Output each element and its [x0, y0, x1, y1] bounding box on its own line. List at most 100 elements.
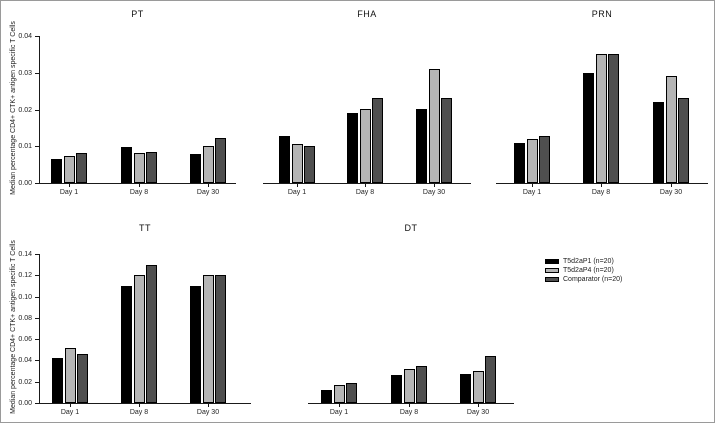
legend-item-t5d2ap1: T5d2aP1 (n=20): [545, 257, 622, 266]
bar-prn-day8-s1: [595, 54, 607, 183]
x-axis-tick: [365, 184, 366, 187]
y-axis-tick: [35, 36, 39, 37]
y-axis-line: [39, 36, 40, 184]
bar-fha-day1-s2: [304, 146, 315, 183]
y-axis-tick-label: 0.01: [18, 143, 32, 151]
bar-tt-day8-s1: [133, 275, 145, 403]
bar-pt-day30-s0: [190, 154, 201, 183]
x-axis-line: [308, 403, 514, 404]
y-axis-tick: [35, 360, 39, 362]
bar-tt-day8-s0: [121, 286, 132, 403]
x-axis-line: [39, 403, 251, 404]
legend-item-comparator: Comparator (n=20): [545, 275, 622, 284]
panel-title-fha: FHA: [357, 9, 377, 19]
x-axis-tick: [339, 404, 340, 407]
x-axis-tick-label: Day 30: [196, 409, 220, 416]
y-axis-tick: [35, 381, 39, 383]
legend: T5d2aP1 (n=20) T5d2aP4 (n=20) Comparator…: [545, 257, 622, 284]
bar-fha-day1-s1: [291, 144, 303, 183]
x-axis-tick: [70, 404, 71, 407]
bar-tt-day1-s0: [52, 358, 63, 403]
dark-gray-swatch-icon: [545, 277, 559, 282]
y-axis-tick: [35, 339, 39, 341]
bar-prn-day1-s1: [526, 139, 538, 183]
y-axis-tick: [35, 275, 39, 277]
x-axis-line: [263, 183, 471, 184]
y-axis-tick: [35, 317, 39, 319]
light-gray-swatch-icon: [545, 268, 559, 273]
bar-dt-day8-s2: [416, 366, 427, 403]
y-axis-tick-label: 0.06: [18, 336, 32, 344]
bar-dt-day30-s1: [472, 371, 484, 403]
x-axis-tick: [671, 184, 672, 187]
x-axis-tick-label: Day 30: [466, 409, 490, 416]
y-axis-tick-label: 0.12: [18, 272, 32, 280]
bar-pt-day8-s1: [133, 153, 145, 183]
bar-dt-day1-s1: [333, 385, 345, 403]
bar-prn-day30-s2: [678, 98, 689, 183]
bar-tt-day1-s1: [64, 348, 76, 403]
x-axis-tick: [208, 404, 209, 407]
y-axis-tick-label: 0.02: [18, 378, 32, 386]
bar-pt-day8-s2: [146, 152, 157, 183]
black-swatch-icon: [545, 259, 559, 264]
y-axis-tick: [35, 254, 39, 255]
bar-pt-day1-s2: [76, 153, 87, 183]
bar-prn-day30-s0: [653, 102, 664, 183]
bar-pt-day30-s1: [202, 146, 214, 183]
bar-fha-day8-s1: [359, 109, 371, 183]
bar-dt-day8-s0: [391, 375, 402, 403]
bar-dt-day1-s0: [321, 390, 332, 403]
y-axis-title: Median percentage CD4+ CTK+ antigen spec…: [10, 240, 17, 414]
y-axis-tick: [35, 146, 39, 148]
y-axis-tick-label: 0.08: [18, 314, 32, 322]
panel-title-pt: PT: [131, 9, 144, 19]
y-axis-tick-label: 0.04: [18, 357, 32, 365]
bar-dt-day1-s2: [346, 383, 357, 403]
x-axis-tick-label: Day 1: [60, 409, 80, 416]
bar-dt-day8-s1: [403, 369, 415, 403]
x-axis-line: [39, 183, 236, 184]
x-axis-tick-label: Day 1: [59, 189, 79, 196]
panel-title-dt: DT: [404, 223, 418, 233]
x-axis-tick: [139, 404, 140, 407]
bar-pt-day1-s0: [51, 159, 62, 183]
x-axis-tick-label: Day 1: [329, 409, 349, 416]
x-axis-tick: [69, 184, 70, 187]
x-axis-tick-label: Day 30: [196, 189, 220, 196]
bar-fha-day8-s2: [372, 98, 383, 183]
y-axis-tick-label: 0.00: [18, 180, 32, 187]
y-axis-tick: [35, 72, 39, 74]
x-axis-tick-label: Day 1: [522, 189, 542, 196]
x-axis-tick: [532, 184, 533, 187]
legend-label: T5d2aP1 (n=20): [563, 257, 614, 265]
y-axis-title: Median percentage CD4+ CTK+ antigen spec…: [10, 21, 17, 195]
bar-prn-day8-s2: [608, 54, 619, 183]
y-axis-tick: [35, 296, 39, 298]
panel-title-tt: TT: [139, 223, 151, 233]
bar-dt-day30-s2: [485, 356, 496, 403]
bar-prn-day1-s2: [539, 136, 550, 183]
x-axis-tick-label: Day 8: [591, 189, 611, 196]
x-axis-tick-label: Day 8: [355, 189, 375, 196]
y-axis-tick-label: 0.10: [18, 293, 32, 301]
bar-prn-day30-s1: [665, 76, 677, 183]
x-axis-tick: [601, 184, 602, 187]
bar-tt-day8-s2: [146, 265, 157, 403]
y-axis-tick-label: 0.14: [18, 251, 32, 258]
x-axis-line: [496, 183, 708, 184]
bar-fha-day30-s1: [428, 69, 440, 183]
bar-tt-day30-s0: [190, 286, 201, 403]
x-axis-tick-label: Day 8: [129, 409, 149, 416]
bar-prn-day8-s0: [583, 73, 594, 183]
y-axis-tick-label: 0.00: [18, 400, 32, 407]
y-axis-tick: [35, 403, 39, 404]
x-axis-tick: [478, 404, 479, 407]
x-axis-tick: [409, 404, 410, 407]
y-axis-line: [39, 254, 40, 404]
bar-pt-day30-s2: [215, 138, 226, 183]
bar-fha-day30-s0: [416, 109, 427, 183]
x-axis-tick-label: Day 8: [399, 409, 419, 416]
x-axis-tick-label: Day 30: [659, 189, 683, 196]
